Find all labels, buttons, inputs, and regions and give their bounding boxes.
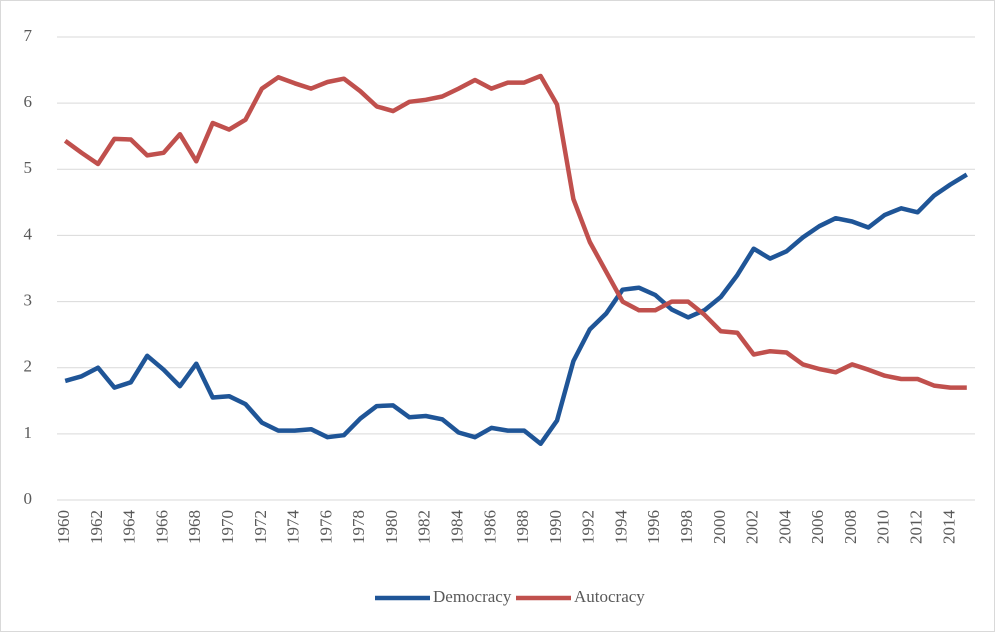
x-tick-label: 1966 — [152, 510, 171, 544]
x-tick-label: 1988 — [513, 510, 532, 544]
data-line — [64, 172, 968, 447]
x-tick-label: 1974 — [284, 510, 303, 545]
x-tick-label: 2012 — [907, 510, 926, 544]
x-tick-label: 1998 — [677, 510, 696, 544]
y-tick-label: 5 — [24, 158, 33, 177]
x-tick-label: 1962 — [87, 510, 106, 544]
x-tick-label: 1960 — [54, 510, 73, 544]
x-tick-label: 1972 — [251, 510, 270, 544]
x-tick-label: 1982 — [415, 510, 434, 544]
x-tick-label: 2000 — [710, 510, 729, 544]
x-tick-label: 2002 — [743, 510, 762, 544]
x-tick-label: 1964 — [120, 510, 139, 545]
x-tick-label: 1986 — [480, 510, 499, 544]
x-tick-label: 2010 — [874, 510, 893, 544]
x-tick-label: 2006 — [808, 510, 827, 544]
x-tick-label: 1980 — [382, 510, 401, 544]
x-tick-label: 1976 — [316, 510, 335, 544]
y-tick-label: 0 — [24, 489, 33, 508]
x-tick-label: 1970 — [218, 510, 237, 544]
y-tick-label: 7 — [24, 26, 33, 45]
x-tick-label: 1984 — [448, 510, 467, 545]
x-tick-label: 1992 — [579, 510, 598, 544]
x-tick-label: 1990 — [546, 510, 565, 544]
x-tick-label: 1968 — [185, 510, 204, 544]
y-tick-label: 2 — [24, 357, 33, 376]
y-tick-label: 4 — [24, 224, 33, 243]
y-tick-label: 1 — [24, 423, 33, 442]
x-tick-label: 1996 — [644, 510, 663, 544]
data-line — [63, 73, 967, 390]
x-tick-label: 1978 — [349, 510, 368, 544]
legend-label: Democracy — [433, 587, 512, 606]
y-tick-label: 3 — [24, 290, 33, 309]
x-tick-label: 2008 — [841, 510, 860, 544]
legend-label: Autocracy — [574, 587, 645, 606]
x-tick-label: 1994 — [611, 510, 630, 545]
x-tick-label: 2014 — [939, 510, 958, 545]
y-tick-label: 6 — [24, 92, 33, 111]
x-tick-label: 2004 — [775, 510, 794, 545]
